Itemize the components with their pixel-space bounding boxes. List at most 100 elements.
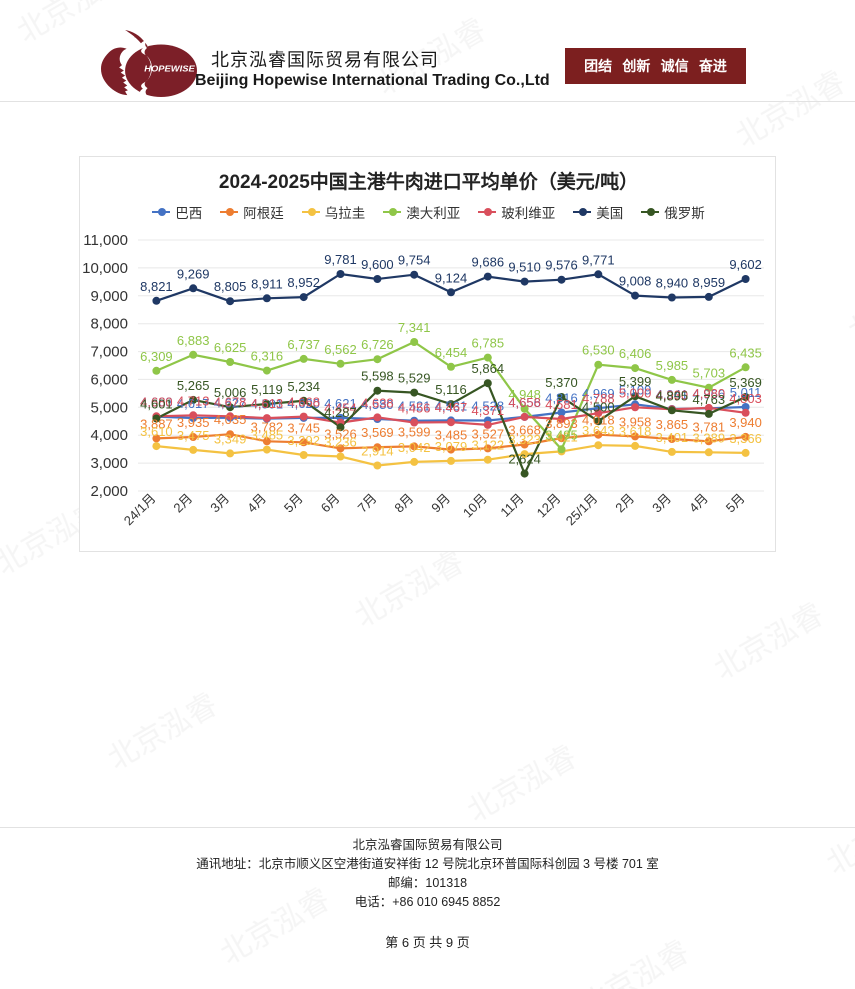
svg-text:2月: 2月 — [612, 491, 637, 516]
svg-text:7,000: 7,000 — [90, 344, 128, 361]
svg-text:9,008: 9,008 — [619, 274, 652, 289]
svg-text:4月: 4月 — [244, 491, 269, 516]
svg-text:5,703: 5,703 — [693, 366, 726, 381]
svg-text:5,399: 5,399 — [619, 374, 652, 389]
svg-text:5,116: 5,116 — [435, 382, 467, 397]
svg-text:9,771: 9,771 — [582, 252, 615, 267]
svg-text:7,341: 7,341 — [398, 320, 431, 335]
svg-text:5,864: 5,864 — [472, 361, 505, 376]
svg-text:11月: 11月 — [497, 491, 526, 520]
svg-text:9,781: 9,781 — [324, 252, 357, 267]
svg-text:5,265: 5,265 — [177, 378, 210, 393]
svg-text:8,940: 8,940 — [656, 276, 689, 291]
svg-text:25/1月: 25/1月 — [563, 491, 601, 529]
svg-text:6,625: 6,625 — [214, 340, 247, 355]
svg-text:2月: 2月 — [170, 491, 195, 516]
svg-text:3,366: 3,366 — [729, 431, 762, 446]
svg-text:3,495: 3,495 — [545, 427, 578, 442]
svg-text:3,323: 3,323 — [508, 432, 541, 447]
svg-text:4,713: 4,713 — [177, 393, 210, 408]
svg-text:8,821: 8,821 — [140, 279, 173, 294]
svg-text:4,371: 4,371 — [472, 403, 505, 418]
svg-text:12月: 12月 — [534, 491, 564, 521]
svg-text:8,805: 8,805 — [214, 279, 247, 294]
svg-text:4,035: 4,035 — [214, 412, 247, 427]
svg-text:HOPEWISE: HOPEWISE — [144, 64, 196, 73]
svg-text:6,454: 6,454 — [435, 345, 468, 360]
svg-text:6,883: 6,883 — [177, 333, 210, 348]
svg-text:3,940: 3,940 — [729, 415, 762, 430]
svg-text:9,510: 9,510 — [508, 260, 541, 275]
svg-text:6,737: 6,737 — [287, 337, 320, 352]
svg-text:5,529: 5,529 — [398, 371, 431, 386]
svg-text:2,000: 2,000 — [90, 483, 128, 500]
svg-text:3,618: 3,618 — [619, 424, 652, 439]
svg-text:6,406: 6,406 — [619, 346, 652, 361]
svg-text:5,598: 5,598 — [361, 369, 394, 384]
svg-text:3,349: 3,349 — [214, 431, 247, 446]
svg-text:3,569: 3,569 — [361, 425, 394, 440]
svg-text:9月: 9月 — [428, 491, 453, 516]
svg-text:9,686: 9,686 — [472, 255, 505, 270]
svg-text:4,763: 4,763 — [693, 392, 726, 407]
svg-text:4,467: 4,467 — [435, 400, 468, 415]
svg-text:6,316: 6,316 — [251, 349, 284, 364]
svg-text:2,914: 2,914 — [361, 444, 394, 459]
svg-text:5,006: 5,006 — [214, 385, 247, 400]
svg-text:6,726: 6,726 — [361, 337, 394, 352]
svg-text:4月: 4月 — [686, 491, 711, 516]
svg-text:4,500: 4,500 — [582, 399, 615, 414]
svg-text:3月: 3月 — [649, 491, 674, 516]
svg-text:4,456: 4,456 — [398, 401, 431, 416]
svg-text:3,599: 3,599 — [398, 424, 431, 439]
svg-text:9,124: 9,124 — [435, 270, 468, 285]
svg-text:5,234: 5,234 — [287, 379, 320, 394]
svg-text:3,042: 3,042 — [398, 440, 431, 455]
svg-text:3,292: 3,292 — [287, 433, 320, 448]
svg-text:3,389: 3,389 — [693, 430, 726, 445]
svg-text:5月: 5月 — [281, 491, 306, 516]
svg-text:3,485: 3,485 — [251, 428, 284, 443]
svg-text:2,624: 2,624 — [508, 452, 541, 467]
svg-text:4,658: 4,658 — [508, 395, 541, 410]
svg-text:8月: 8月 — [391, 491, 416, 516]
svg-text:5,985: 5,985 — [656, 358, 689, 373]
svg-text:3,122: 3,122 — [472, 438, 505, 453]
svg-text:5月: 5月 — [723, 491, 748, 516]
svg-text:9,600: 9,600 — [361, 257, 394, 272]
svg-text:5,000: 5,000 — [90, 399, 128, 416]
svg-text:4,895: 4,895 — [656, 388, 689, 403]
svg-text:6,562: 6,562 — [324, 342, 357, 357]
svg-text:6,785: 6,785 — [472, 336, 505, 351]
svg-text:10月: 10月 — [460, 491, 490, 521]
svg-text:3,610: 3,610 — [140, 424, 173, 439]
svg-text:6月: 6月 — [318, 491, 343, 516]
svg-text:7月: 7月 — [355, 491, 380, 516]
svg-text:10,000: 10,000 — [82, 260, 128, 277]
svg-text:4,803: 4,803 — [729, 391, 762, 406]
svg-text:6,530: 6,530 — [582, 343, 615, 358]
svg-text:4,668: 4,668 — [287, 395, 320, 410]
svg-text:4,287: 4,287 — [324, 405, 357, 420]
svg-text:5,119: 5,119 — [251, 382, 283, 397]
svg-text:8,959: 8,959 — [693, 275, 726, 290]
svg-text:6,000: 6,000 — [90, 371, 128, 388]
svg-text:4,000: 4,000 — [90, 427, 128, 444]
svg-text:5,370: 5,370 — [545, 375, 578, 390]
svg-text:9,269: 9,269 — [177, 266, 210, 281]
svg-text:9,576: 9,576 — [545, 258, 578, 273]
svg-text:3,475: 3,475 — [177, 428, 210, 443]
svg-text:4,613: 4,613 — [251, 396, 284, 411]
svg-text:4,581: 4,581 — [545, 397, 578, 412]
svg-text:3,643: 3,643 — [582, 423, 615, 438]
svg-text:6,435: 6,435 — [729, 345, 762, 360]
svg-text:11,000: 11,000 — [83, 232, 128, 249]
svg-text:8,000: 8,000 — [90, 316, 128, 333]
svg-text:5,369: 5,369 — [729, 375, 762, 390]
svg-text:9,602: 9,602 — [729, 257, 762, 272]
svg-text:3,000: 3,000 — [90, 455, 128, 472]
svg-text:6,309: 6,309 — [140, 349, 173, 364]
svg-text:8,952: 8,952 — [287, 275, 320, 290]
svg-text:3月: 3月 — [207, 491, 232, 516]
svg-text:9,754: 9,754 — [398, 253, 431, 268]
